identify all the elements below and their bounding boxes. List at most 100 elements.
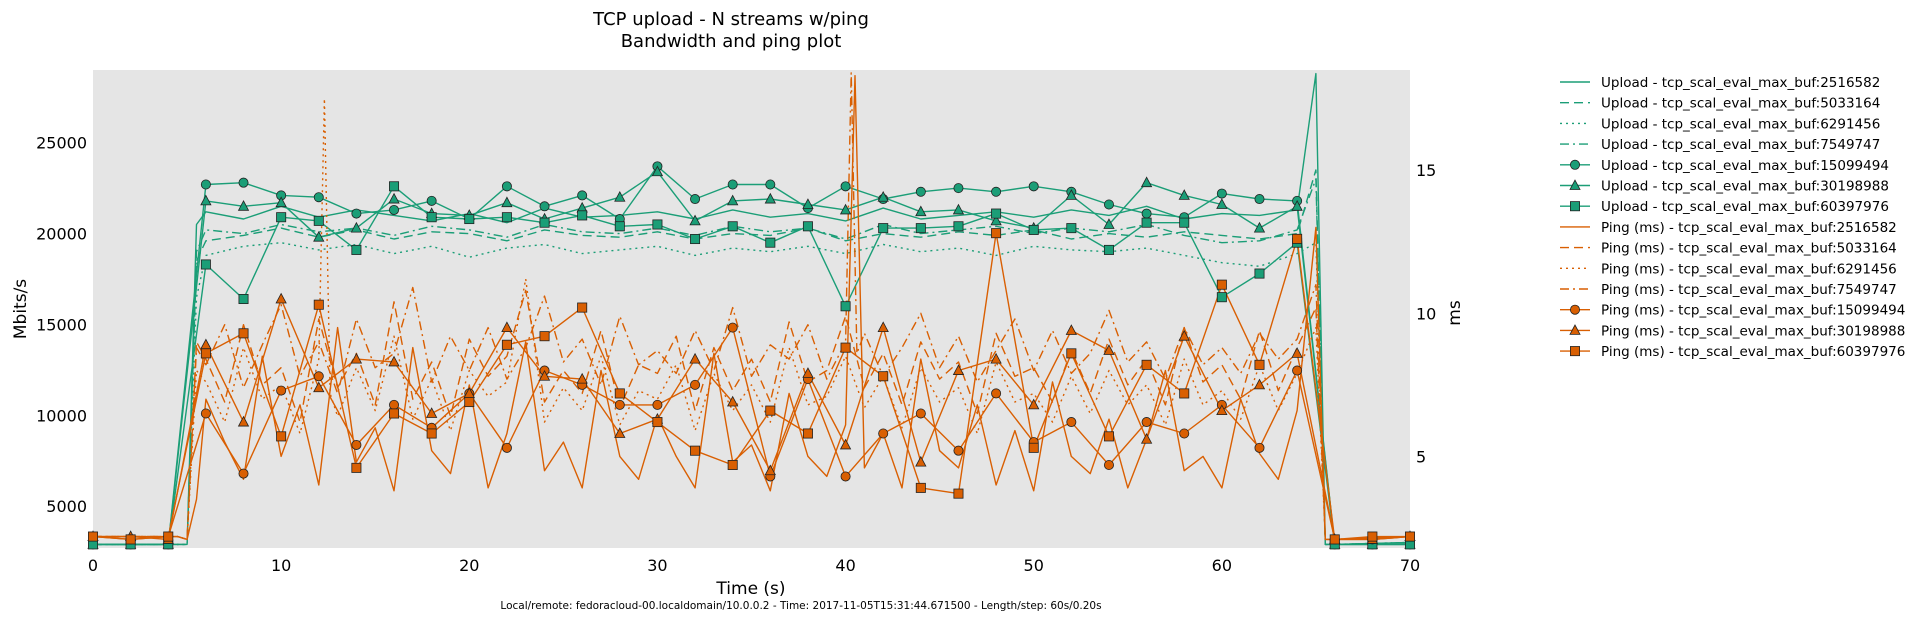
- data-point-14-13: [539, 331, 550, 342]
- legend-marker-5: [1570, 159, 1581, 170]
- data-point-6-5: [237, 200, 250, 211]
- y-tick-label: 15000: [36, 315, 87, 334]
- data-point-5-31: [1216, 188, 1227, 199]
- data-point-6-6: [275, 196, 287, 208]
- data-point-14-35: [1367, 531, 1378, 542]
- x-axis-label: Time (s): [715, 579, 785, 599]
- x-axis-ticks: 0 10 20 30 40 50 60 70: [88, 556, 1420, 575]
- data-point-5-32: [1254, 194, 1265, 205]
- data-point-5-26: [1028, 181, 1039, 192]
- data-point-6-28: [1103, 218, 1115, 229]
- legend-entry-10: Ping (ms) - tcp_scal_eval_max_buf:629145…: [1601, 261, 1897, 277]
- data-point-13-31: [1216, 404, 1228, 416]
- legend-entry-8: Ping (ms) - tcp_scal_eval_max_buf:251658…: [1601, 220, 1897, 236]
- series-layer: [92, 72, 1411, 546]
- data-point-12-22: [878, 428, 889, 439]
- data-point-5-25: [991, 186, 1002, 197]
- data-point-7-32: [1254, 268, 1265, 279]
- y-tick-label: 5000: [46, 497, 87, 516]
- data-point-12-9: [389, 399, 400, 410]
- data-point-14-2: [125, 534, 136, 545]
- data-point-7-23: [915, 223, 926, 234]
- y-axis-ticks: 5000 10000 15000 20000 25000: [36, 134, 87, 516]
- data-point-14-36: [1405, 531, 1416, 542]
- data-point-12-24: [953, 445, 964, 456]
- data-point-5-8: [351, 208, 362, 219]
- legend-marker-6: [1569, 179, 1581, 190]
- data-point-12-8: [351, 439, 362, 450]
- data-point-14-15: [614, 388, 625, 399]
- data-point-7-18: [727, 221, 738, 232]
- data-point-7-14: [577, 210, 588, 221]
- y2-tick-label: 5: [1416, 447, 1426, 466]
- data-point-14-24: [953, 488, 964, 499]
- data-point-6-17: [689, 214, 701, 226]
- x-tick-label: 30: [647, 556, 667, 575]
- data-point-13-13: [538, 370, 551, 381]
- data-point-5-17: [690, 194, 701, 205]
- data-point-14-28: [1103, 431, 1114, 442]
- legend: Upload - tcp_scal_eval_max_buf:2516582 Up…: [1560, 75, 1905, 360]
- data-point-6-24: [952, 203, 965, 215]
- data-point-6-20: [802, 198, 814, 209]
- x-tick-label: 10: [271, 556, 291, 575]
- data-point-12-33: [1292, 365, 1303, 376]
- data-point-6-29: [1140, 176, 1153, 188]
- data-point-13-22: [877, 321, 889, 333]
- data-point-12-4: [200, 408, 211, 419]
- data-point-6-22: [877, 190, 889, 202]
- data-point-12-18: [727, 322, 738, 333]
- x-tick-label: 50: [1024, 556, 1044, 575]
- data-point-13-28: [1103, 344, 1115, 355]
- data-point-14-30: [1179, 388, 1190, 399]
- data-point-7-19: [765, 237, 776, 248]
- legend-entry-1: Upload - tcp_scal_eval_max_buf:2516582: [1601, 75, 1880, 91]
- data-point-7-24: [953, 221, 964, 232]
- data-point-14-34: [1329, 534, 1340, 545]
- x-tick-label: 60: [1212, 556, 1232, 575]
- data-point-7-9: [389, 181, 400, 192]
- data-point-6-8: [350, 221, 363, 233]
- data-point-6-4: [200, 194, 212, 206]
- data-point-12-6: [276, 385, 287, 396]
- legend-marker-7: [1570, 201, 1581, 212]
- data-point-14-20: [802, 428, 813, 439]
- data-point-14-25: [991, 228, 1002, 239]
- data-point-13-6: [275, 292, 287, 304]
- data-point-5-19: [765, 179, 776, 190]
- data-point-7-26: [1028, 224, 1039, 235]
- data-point-13-25: [990, 352, 1002, 364]
- data-point-12-25: [991, 388, 1002, 399]
- y2-axis-label: ms: [1445, 300, 1465, 326]
- data-point-6-27: [1065, 189, 1078, 200]
- data-point-6-30: [1178, 189, 1190, 200]
- data-point-6-9: [388, 192, 400, 204]
- data-point-13-10: [425, 407, 438, 418]
- data-point-14-16: [652, 417, 663, 428]
- data-point-5-21: [840, 181, 851, 192]
- data-point-13-27: [1065, 324, 1078, 335]
- data-point-13-9: [388, 355, 400, 367]
- y-axis-label: Mbits/s: [11, 279, 31, 339]
- legend-marker-12: [1570, 304, 1581, 315]
- data-point-7-25: [991, 208, 1002, 219]
- data-point-7-4: [200, 259, 211, 270]
- legend-entry-7: Upload - tcp_scal_eval_max_buf:60397976: [1601, 199, 1889, 215]
- data-point-7-29: [1141, 217, 1152, 228]
- data-point-14-14: [577, 302, 588, 313]
- data-point-13-21: [839, 438, 852, 450]
- data-point-14-17: [690, 445, 701, 456]
- data-point-12-12: [501, 442, 512, 453]
- legend-marker-13: [1569, 324, 1581, 335]
- legend-entry-3: Upload - tcp_scal_eval_max_buf:6291456: [1601, 116, 1880, 132]
- y-tick-label: 10000: [36, 406, 87, 425]
- data-point-6-23: [915, 205, 927, 217]
- data-point-12-16: [652, 399, 663, 410]
- data-point-12-32: [1254, 442, 1265, 453]
- data-point-13-7: [313, 381, 325, 393]
- data-point-12-28: [1103, 459, 1114, 470]
- data-point-7-20: [802, 221, 813, 232]
- data-point-6-25: [990, 214, 1002, 226]
- data-point-13-12: [501, 321, 513, 333]
